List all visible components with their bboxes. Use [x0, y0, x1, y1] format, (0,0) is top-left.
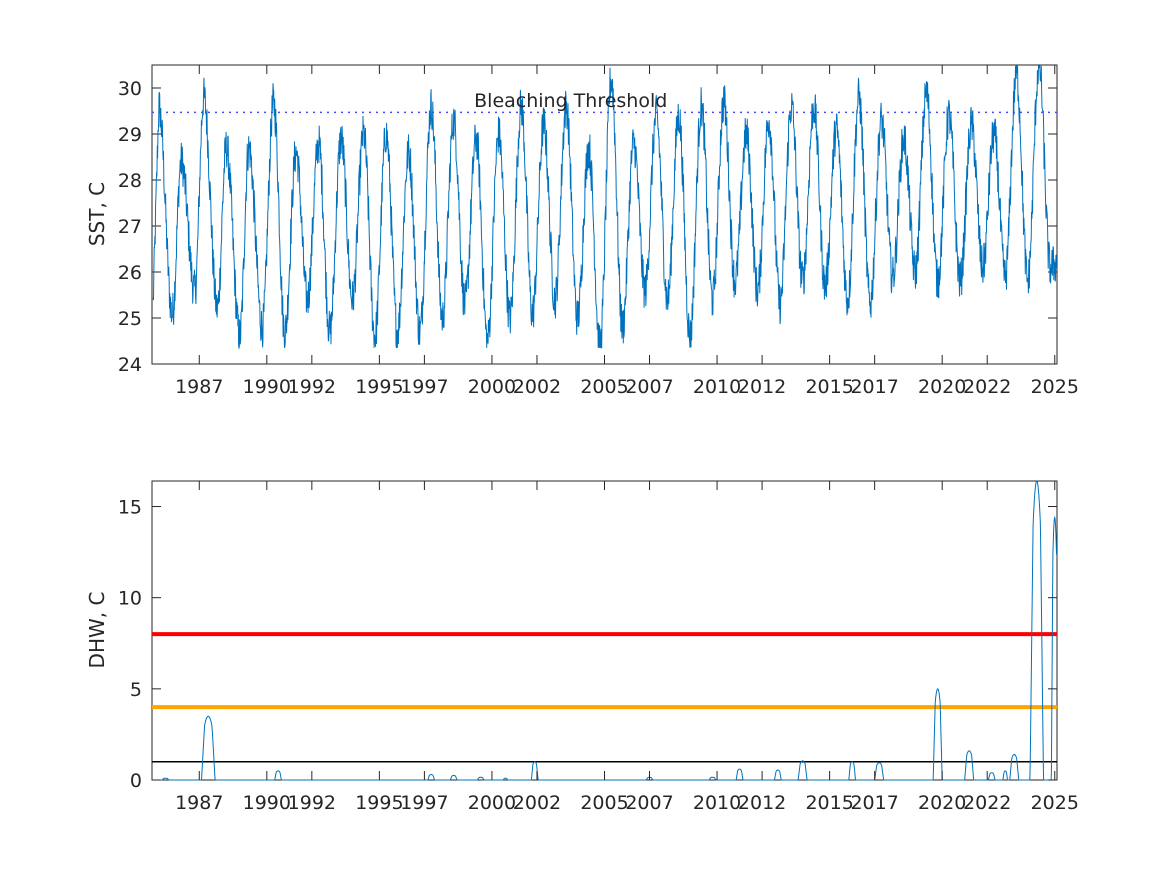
x-tick-label: 1987 — [175, 376, 223, 398]
x-tick-label: 2010 — [693, 792, 741, 814]
x-tick-label: 1995 — [355, 792, 403, 814]
sst-y-axis-label: SST, C — [85, 182, 109, 246]
y-tick-label: 30 — [118, 78, 142, 100]
x-tick-label: 2012 — [738, 376, 786, 398]
dhw-axes-box — [151, 480, 1058, 781]
y-tick-label: 24 — [118, 354, 142, 376]
x-tick-label: 1987 — [175, 792, 223, 814]
x-tick-label: 2005 — [580, 376, 628, 398]
x-tick-label: 2025 — [1031, 376, 1079, 398]
x-tick-label: 1990 — [243, 792, 291, 814]
x-tick-label: 1997 — [400, 376, 448, 398]
x-tick-label: 1995 — [355, 376, 403, 398]
y-tick-label: 5 — [130, 679, 142, 701]
y-tick-label: 26 — [118, 262, 142, 284]
x-tick-label: 2022 — [963, 792, 1011, 814]
sst-series-line — [152, 65, 1057, 350]
x-tick-label: 2010 — [693, 376, 741, 398]
sst-axes-box — [151, 64, 1058, 365]
dhw-y-axis-label: DHW, C — [85, 592, 109, 669]
dhw-reference-lines — [152, 632, 1057, 763]
y-tick-label: 27 — [118, 216, 142, 238]
x-tick-label: 2017 — [850, 376, 898, 398]
x-tick-label: 2020 — [918, 792, 966, 814]
y-tick-label: 25 — [118, 308, 142, 330]
x-tick-label: 2015 — [805, 792, 853, 814]
x-tick-label: 2005 — [580, 792, 628, 814]
x-tick-label: 2007 — [625, 376, 673, 398]
y-tick-label: 10 — [118, 588, 142, 610]
x-tick-label: 2000 — [468, 376, 516, 398]
x-tick-label: 2012 — [738, 792, 786, 814]
x-tick-label: 1992 — [288, 792, 336, 814]
x-tick-label: 2002 — [513, 376, 561, 398]
x-tick-label: 2020 — [918, 376, 966, 398]
y-tick-label: 0 — [130, 770, 142, 792]
x-tick-label: 2007 — [625, 792, 673, 814]
x-tick-label: 2002 — [513, 792, 561, 814]
x-tick-label: 1990 — [243, 376, 291, 398]
x-tick-label: 2025 — [1031, 792, 1079, 814]
bleaching-threshold-label: Bleaching Threshold — [474, 90, 667, 112]
x-tick-label: 2022 — [963, 376, 1011, 398]
x-tick-label: 2015 — [805, 376, 853, 398]
y-tick-label: 28 — [118, 170, 142, 192]
y-tick-label: 15 — [118, 497, 142, 519]
x-tick-label: 1997 — [400, 792, 448, 814]
y-tick-label: 29 — [118, 124, 142, 146]
x-tick-label: 1992 — [288, 376, 336, 398]
x-tick-label: 2017 — [850, 792, 898, 814]
x-tick-label: 2000 — [468, 792, 516, 814]
